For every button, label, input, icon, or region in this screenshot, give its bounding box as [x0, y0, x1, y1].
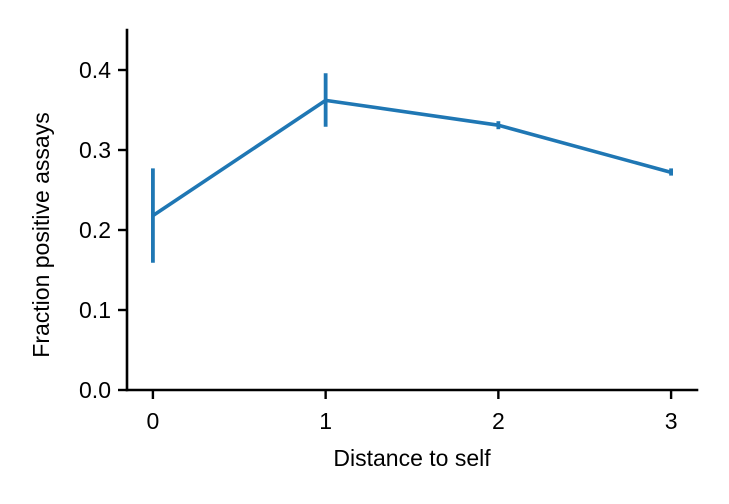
x-tick-label: 0 — [147, 408, 160, 434]
series-line — [151, 98, 672, 218]
y-tick-label: 0.2 — [79, 217, 111, 243]
y-axis-title: Fraction positive assays — [28, 112, 54, 357]
x-tick-label: 2 — [492, 408, 505, 434]
y-tick-label: 0.0 — [79, 377, 111, 403]
y-tick-label: 0.4 — [79, 57, 111, 83]
ticks-layer: 0.0 0.1 0.2 0.3 0.4 0 1 2 3 — [79, 57, 677, 434]
x-tick-label: 1 — [319, 408, 332, 434]
x-axis-title: Distance to self — [333, 445, 491, 471]
x-tick-label: 3 — [665, 408, 678, 434]
axes-layer — [125, 28, 699, 392]
y-tick-label: 0.1 — [79, 297, 111, 323]
y-tick-label: 0.3 — [79, 137, 111, 163]
data-layer — [151, 73, 673, 263]
